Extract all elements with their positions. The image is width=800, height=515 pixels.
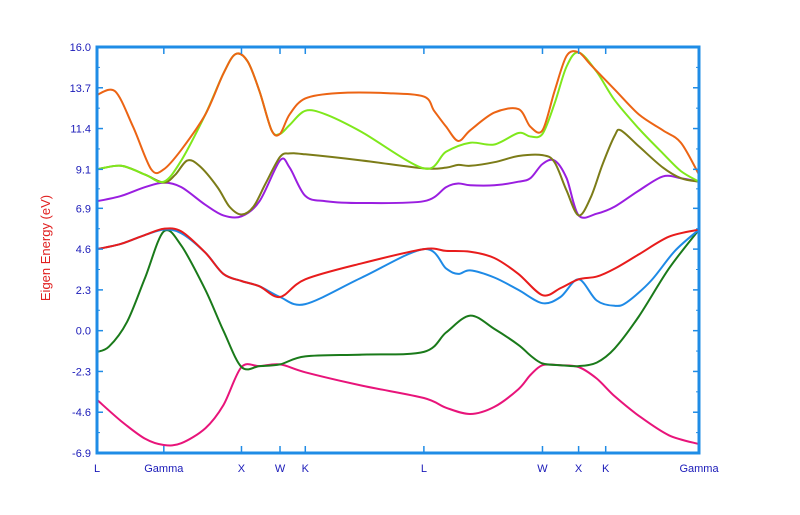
kpoint-label-k: K — [302, 463, 310, 475]
band-line-1 — [96, 363, 700, 447]
y-tick-label: 9.1 — [76, 164, 91, 176]
band-line-4 — [96, 227, 700, 299]
y-axis: -6.9 -4.6 -2.3 0.0 2.3 4.6 6.9 9.1 11.4 13.7 16.0 — [70, 42, 699, 460]
band-line-5 — [96, 157, 700, 219]
x-axis: L Gamma X W K L W X K Gamma — [94, 47, 719, 475]
y-tick-label: 11.4 — [70, 124, 91, 136]
y-tick-label: -6.9 — [72, 448, 91, 460]
kpoint-label-w: W — [537, 463, 548, 475]
kpoint-label-k: K — [602, 463, 610, 475]
kpoint-label-x: X — [575, 463, 583, 475]
y-tick-label: -4.6 — [72, 407, 91, 419]
y-axis-title: Eigen Energy (eV) — [38, 195, 53, 301]
plot-frame — [95, 45, 701, 455]
kpoint-label-x: X — [238, 463, 246, 475]
y-tick-label: 6.9 — [76, 203, 91, 215]
kpoint-label-l: L — [94, 463, 100, 475]
band-line-8 — [96, 50, 700, 176]
kpoint-label-l: L — [421, 463, 427, 475]
band-line-2 — [96, 228, 700, 371]
kpoint-label-gamma: Gamma — [679, 463, 719, 475]
series-layer — [96, 50, 700, 447]
band-line-6 — [96, 128, 700, 217]
y-tick-label: 4.6 — [76, 244, 91, 256]
kpoint-label-gamma: Gamma — [144, 463, 184, 475]
y-tick-label: 16.0 — [70, 42, 91, 54]
band-line-7 — [96, 51, 700, 184]
y-tick-label: 2.3 — [76, 285, 91, 297]
band-line-3 — [96, 228, 700, 307]
y-tick-label: -2.3 — [72, 366, 91, 378]
kpoint-label-w: W — [275, 463, 286, 475]
y-tick-label: 13.7 — [70, 83, 91, 95]
y-tick-label: 0.0 — [76, 326, 91, 338]
